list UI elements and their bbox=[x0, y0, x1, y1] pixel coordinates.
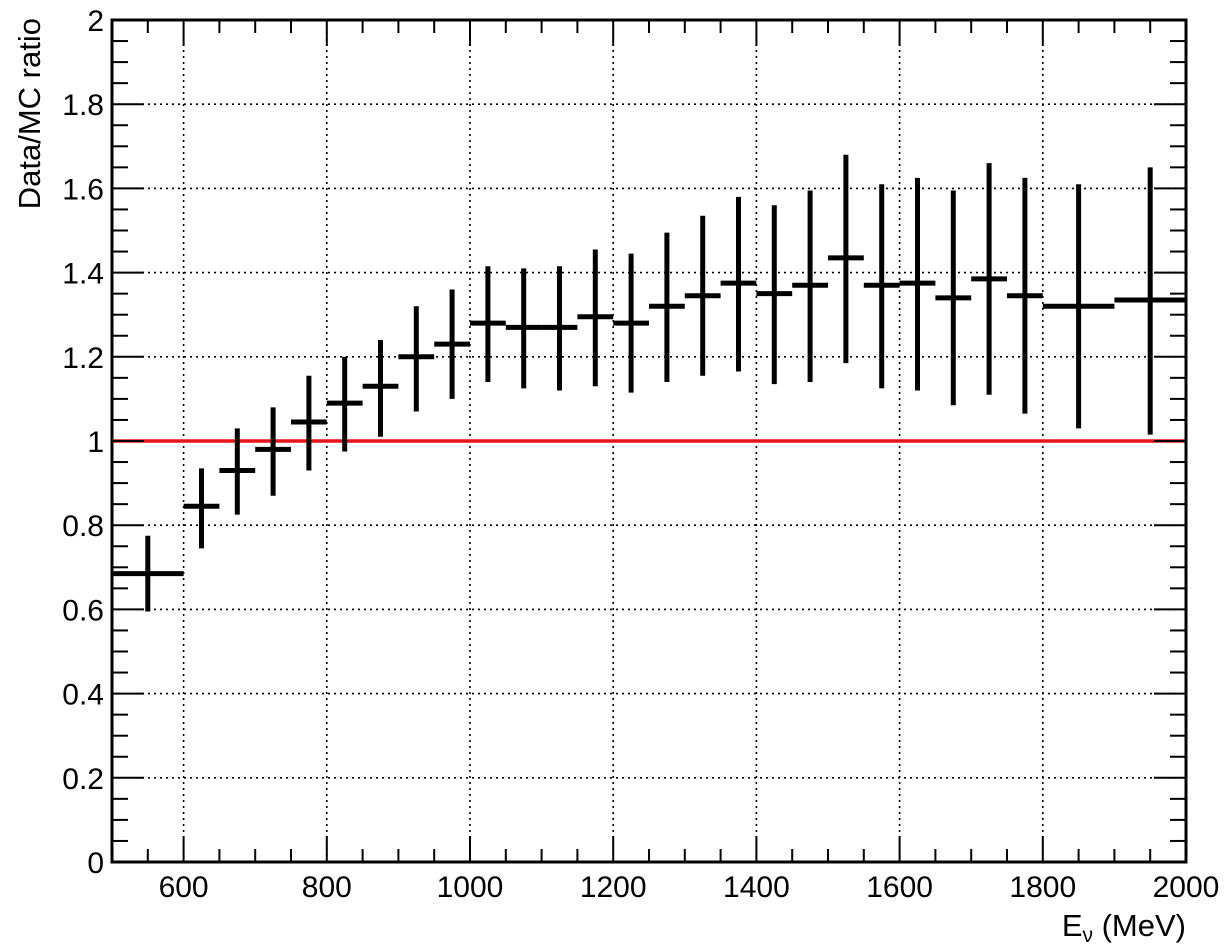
x-axis-title-main: E bbox=[1062, 908, 1083, 943]
data-point bbox=[792, 190, 828, 383]
axis-ticks bbox=[111, 19, 1187, 863]
data-point bbox=[362, 339, 399, 437]
y-tick-label: 1.2 bbox=[62, 342, 104, 375]
data-point bbox=[505, 268, 542, 389]
data-point bbox=[828, 154, 864, 364]
x-tick-label: 2000 bbox=[1153, 871, 1220, 904]
y-tick-label: 0.6 bbox=[62, 594, 104, 627]
tick-labels: 600 800 1000 1200 1400 1600 1800 2000 0 0.2 0.4 0.6… bbox=[62, 5, 1219, 904]
x-tick-label: 600 bbox=[159, 871, 209, 904]
x-tick-label: 800 bbox=[302, 871, 352, 904]
data-point bbox=[684, 215, 721, 376]
data-point bbox=[649, 232, 685, 383]
y-tick-label: 2 bbox=[87, 5, 104, 38]
x-tick-label: 1800 bbox=[1009, 871, 1076, 904]
y-tick-label: 1.6 bbox=[62, 173, 104, 206]
y-tick-label: 1.8 bbox=[62, 89, 104, 122]
data-point bbox=[971, 163, 1007, 395]
x-tick-label: 1600 bbox=[866, 871, 933, 904]
x-tick-label: 1000 bbox=[437, 871, 504, 904]
y-tick-label: 0 bbox=[87, 847, 104, 880]
data-point bbox=[1042, 184, 1115, 429]
data-point bbox=[291, 375, 327, 471]
y-tick-label: 0.2 bbox=[62, 763, 104, 796]
data-point bbox=[720, 196, 757, 372]
data-point bbox=[756, 205, 793, 385]
data-point bbox=[613, 253, 649, 393]
data-point bbox=[935, 190, 972, 406]
y-axis-title: Data/MC ratio bbox=[12, 18, 47, 209]
data-point bbox=[1114, 167, 1186, 435]
data-point bbox=[434, 289, 470, 399]
data-point bbox=[470, 266, 506, 383]
data-point bbox=[1007, 177, 1043, 414]
data-point bbox=[863, 184, 900, 389]
x-tick-label: 1400 bbox=[723, 871, 790, 904]
data-point bbox=[398, 306, 435, 412]
x-axis-title: Eν (MeV) bbox=[1062, 908, 1186, 946]
data-point bbox=[219, 428, 256, 515]
y-tick-label: 0.4 bbox=[62, 679, 104, 712]
data-point bbox=[255, 407, 291, 496]
y-tick-label: 1.4 bbox=[62, 258, 104, 291]
data-point bbox=[183, 468, 220, 549]
y-tick-label: 1 bbox=[87, 426, 104, 459]
x-axis-title-subscript: ν bbox=[1083, 924, 1094, 946]
x-tick-label: 1200 bbox=[580, 871, 647, 904]
data-point bbox=[541, 266, 578, 391]
data-point bbox=[112, 535, 184, 612]
data-point bbox=[577, 249, 614, 387]
data-point bbox=[899, 177, 936, 391]
data-points bbox=[112, 154, 1186, 612]
data-point bbox=[326, 356, 363, 452]
x-axis-title-unit: (MeV) bbox=[1093, 908, 1186, 943]
y-tick-label: 0.8 bbox=[62, 510, 104, 543]
